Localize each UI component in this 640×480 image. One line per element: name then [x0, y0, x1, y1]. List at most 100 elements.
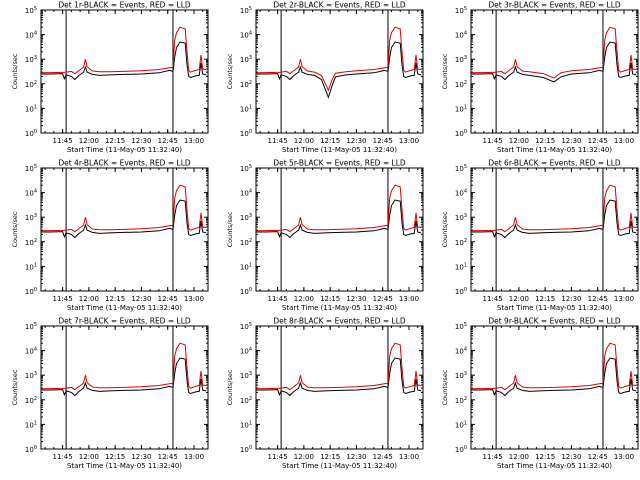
y-tick-label: 100	[25, 445, 37, 454]
plot-frame	[255, 167, 424, 292]
y-tick-label: 103	[455, 55, 467, 64]
lld-series-line	[471, 342, 637, 391]
y-tick-label: 101	[455, 420, 467, 429]
x-tick-label: 12:45	[588, 137, 608, 145]
x-axis-label: Start Time (11-May-05 11:32:40)	[67, 462, 182, 470]
x-tick-label: 12:30	[131, 137, 151, 145]
y-tick-label: 100	[240, 445, 252, 454]
x-tick-label: 12:30	[346, 453, 366, 461]
panel-title: Det 4r-BLACK = Events, RED = LLD	[58, 159, 191, 168]
x-tick-label: 13:00	[399, 137, 419, 145]
x-tick-label: 12:15	[105, 137, 125, 145]
events-series-line	[256, 357, 422, 397]
y-tick-label: 102	[25, 238, 37, 247]
x-tick-label: 12:00	[294, 453, 314, 461]
panel-title: Det 1r-BLACK = Events, RED = LLD	[58, 1, 191, 10]
detector-panel: Det 4r-BLACK = Events, RED = LLD 100 101 10…	[11, 159, 209, 312]
y-tick-label: 103	[455, 213, 467, 222]
y-tick-label: 104	[25, 31, 37, 40]
y-tick-label: 103	[240, 55, 252, 64]
x-tick-label: 11:45	[268, 453, 288, 461]
detector-panel: Det 8r-BLACK = Events, RED = LLD 100 101 10…	[226, 317, 424, 470]
x-tick-label: 11:45	[483, 295, 503, 303]
x-tick-label: 11:45	[483, 453, 503, 461]
x-tick-label: 13:00	[184, 453, 204, 461]
events-series-line	[471, 41, 637, 83]
x-tick-label: 12:15	[535, 453, 555, 461]
x-tick-label: 12:30	[131, 453, 151, 461]
panel-title: Det 2r-BLACK = Events, RED = LLD	[273, 1, 406, 10]
y-axis-label: Counts/sec	[11, 211, 19, 247]
y-tick-label: 101	[25, 420, 37, 429]
detector-panel: Det 2r-BLACK = Events, RED = LLD 100 101 10…	[226, 1, 424, 154]
plot-frame	[470, 167, 639, 292]
x-tick-label: 12:15	[320, 137, 340, 145]
y-tick-label: 102	[240, 80, 252, 89]
y-axis-label: Counts/sec	[11, 369, 19, 405]
plot-frame	[40, 167, 209, 292]
y-tick-label: 100	[25, 129, 37, 138]
y-tick-label: 105	[25, 164, 37, 173]
y-tick-label: 101	[240, 420, 252, 429]
y-tick-label: 100	[455, 129, 467, 138]
x-tick-label: 12:15	[320, 295, 340, 303]
y-tick-label: 104	[455, 31, 467, 40]
y-axis-label: Counts/sec	[441, 53, 449, 89]
events-series-line	[41, 357, 207, 397]
y-tick-label: 101	[455, 104, 467, 113]
x-tick-label: 13:00	[184, 295, 204, 303]
y-tick-label: 105	[25, 6, 37, 15]
y-tick-label: 102	[455, 396, 467, 405]
lld-series-line	[471, 184, 637, 233]
y-tick-label: 100	[455, 287, 467, 296]
y-tick-label: 103	[25, 213, 37, 222]
x-tick-label: 12:30	[561, 453, 581, 461]
x-tick-label: 12:45	[588, 453, 608, 461]
y-tick-label: 104	[240, 189, 252, 198]
plot-frame	[470, 9, 639, 134]
detector-panel: Det 5r-BLACK = Events, RED = LLD 100 101 10…	[226, 159, 424, 312]
y-tick-label: 105	[240, 6, 252, 15]
y-tick-label: 104	[240, 31, 252, 40]
y-tick-label: 105	[455, 164, 467, 173]
plot-frame	[470, 325, 639, 450]
panel-title: Det 3r-BLACK = Events, RED = LLD	[488, 1, 621, 10]
detector-panel: Det 1r-BLACK = Events, RED = LLD 100 101 10…	[11, 1, 209, 154]
y-axis-label: Counts/sec	[11, 53, 19, 89]
x-tick-label: 13:00	[614, 137, 634, 145]
panel-title: Det 5r-BLACK = Events, RED = LLD	[273, 159, 406, 168]
x-tick-label: 12:00	[79, 137, 99, 145]
events-series-line	[256, 41, 422, 99]
x-axis-label: Start Time (11-May-05 11:32:40)	[497, 462, 612, 470]
x-tick-label: 12:30	[346, 295, 366, 303]
events-series-line	[41, 199, 207, 239]
y-tick-label: 101	[455, 262, 467, 271]
x-tick-label: 13:00	[184, 137, 204, 145]
y-tick-label: 105	[455, 6, 467, 15]
y-tick-label: 101	[25, 104, 37, 113]
y-tick-label: 101	[25, 262, 37, 271]
x-tick-label: 13:00	[614, 295, 634, 303]
plot-frame	[255, 325, 424, 450]
y-tick-label: 103	[25, 55, 37, 64]
plot-frame	[40, 9, 209, 134]
x-tick-label: 13:00	[614, 453, 634, 461]
y-tick-label: 100	[240, 287, 252, 296]
y-tick-label: 103	[455, 371, 467, 380]
events-series-line	[41, 41, 207, 81]
x-tick-label: 12:30	[561, 295, 581, 303]
x-axis-label: Start Time (11-May-05 11:32:40)	[282, 304, 397, 312]
events-series-line	[471, 199, 637, 239]
y-tick-label: 105	[240, 322, 252, 331]
x-axis-label: Start Time (11-May-05 11:32:40)	[67, 304, 182, 312]
y-tick-label: 103	[25, 371, 37, 380]
x-tick-label: 12:00	[79, 453, 99, 461]
events-series-line	[471, 357, 637, 397]
y-tick-label: 102	[240, 396, 252, 405]
x-axis-label: Start Time (11-May-05 11:32:40)	[282, 462, 397, 470]
plot-frame	[40, 325, 209, 450]
x-tick-label: 12:30	[346, 137, 366, 145]
y-tick-label: 101	[240, 104, 252, 113]
x-tick-label: 13:00	[399, 295, 419, 303]
